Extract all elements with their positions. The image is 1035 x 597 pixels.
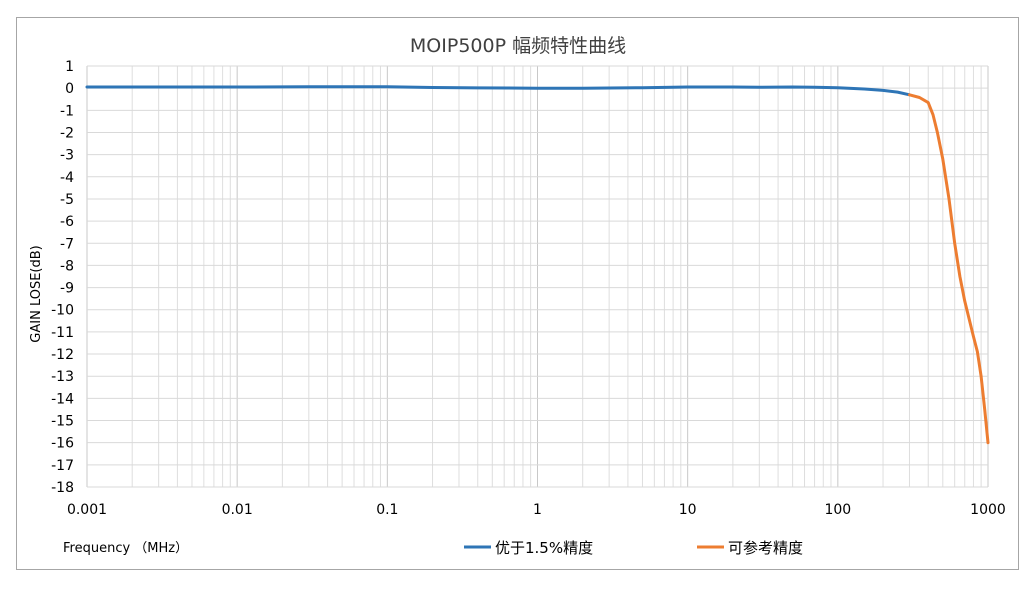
chart-legend: 优于1.5%精度 可参考精度: [464, 539, 803, 557]
chart-canvas: 0.001 0.01 0.1 1 10 100 100010-1-2-3-4-5-6-7-8…: [29, 35, 1006, 557]
y-tick-label: -5: [60, 192, 74, 208]
y-tick-label: -8: [60, 258, 74, 274]
y-tick-label: 1: [65, 59, 74, 75]
y-tick-label: -9: [60, 281, 74, 297]
y-axis-label: GAIN LOSE(dB): [29, 245, 44, 342]
y-tick-label: -18: [51, 480, 74, 496]
y-tick-label: -3: [60, 148, 74, 164]
y-tick-label: -11: [51, 325, 74, 341]
x-tick-label: 10: [679, 502, 697, 518]
y-tick-label: -10: [51, 303, 74, 319]
series-line-2: [908, 93, 990, 445]
x-tick-label: 1000: [970, 502, 1006, 518]
y-tick-label: -7: [60, 236, 74, 252]
y-tick-label: -4: [60, 170, 74, 186]
x-tick-label: 0.1: [376, 502, 398, 518]
y-tick-label: -2: [60, 125, 74, 141]
series-lines: [85, 85, 990, 445]
chart-frame: 0.001 0.01 0.1 1 10 100 1000 1 0 -1 -2 -3 -4 -5 -6 -7 -8…: [16, 17, 1019, 570]
x-tick-label: 0.001: [67, 502, 107, 518]
y-tick-label: -15: [51, 414, 74, 430]
y-tick-label: 0: [65, 81, 74, 97]
legend-label-series-1: 优于1.5%精度: [495, 539, 593, 557]
tick-labels: 0.001 0.01 0.1 1 10 100 100010-1-2-3-4-5-6-7-8…: [51, 59, 1006, 518]
grid-lines: [86, 65, 989, 488]
x-tick-label: 1: [533, 502, 542, 518]
y-tick-label: -12: [51, 347, 74, 363]
y-tick-label: -13: [51, 369, 74, 385]
y-tick-label: -14: [51, 391, 74, 407]
y-tick-label: -16: [51, 436, 74, 452]
series-line-1: [85, 85, 911, 97]
chart-title: MOIP500P 幅频特性曲线: [410, 35, 626, 57]
legend-label-series-2: 可参考精度: [728, 539, 803, 557]
x-axis-label: Frequency （MHz）: [63, 541, 188, 556]
y-tick-label: -17: [51, 458, 74, 474]
y-tick-label: -1: [60, 103, 74, 119]
x-tick-label: 100: [824, 502, 851, 518]
x-tick-label: 0.01: [222, 502, 253, 518]
y-tick-label: -6: [60, 214, 74, 230]
